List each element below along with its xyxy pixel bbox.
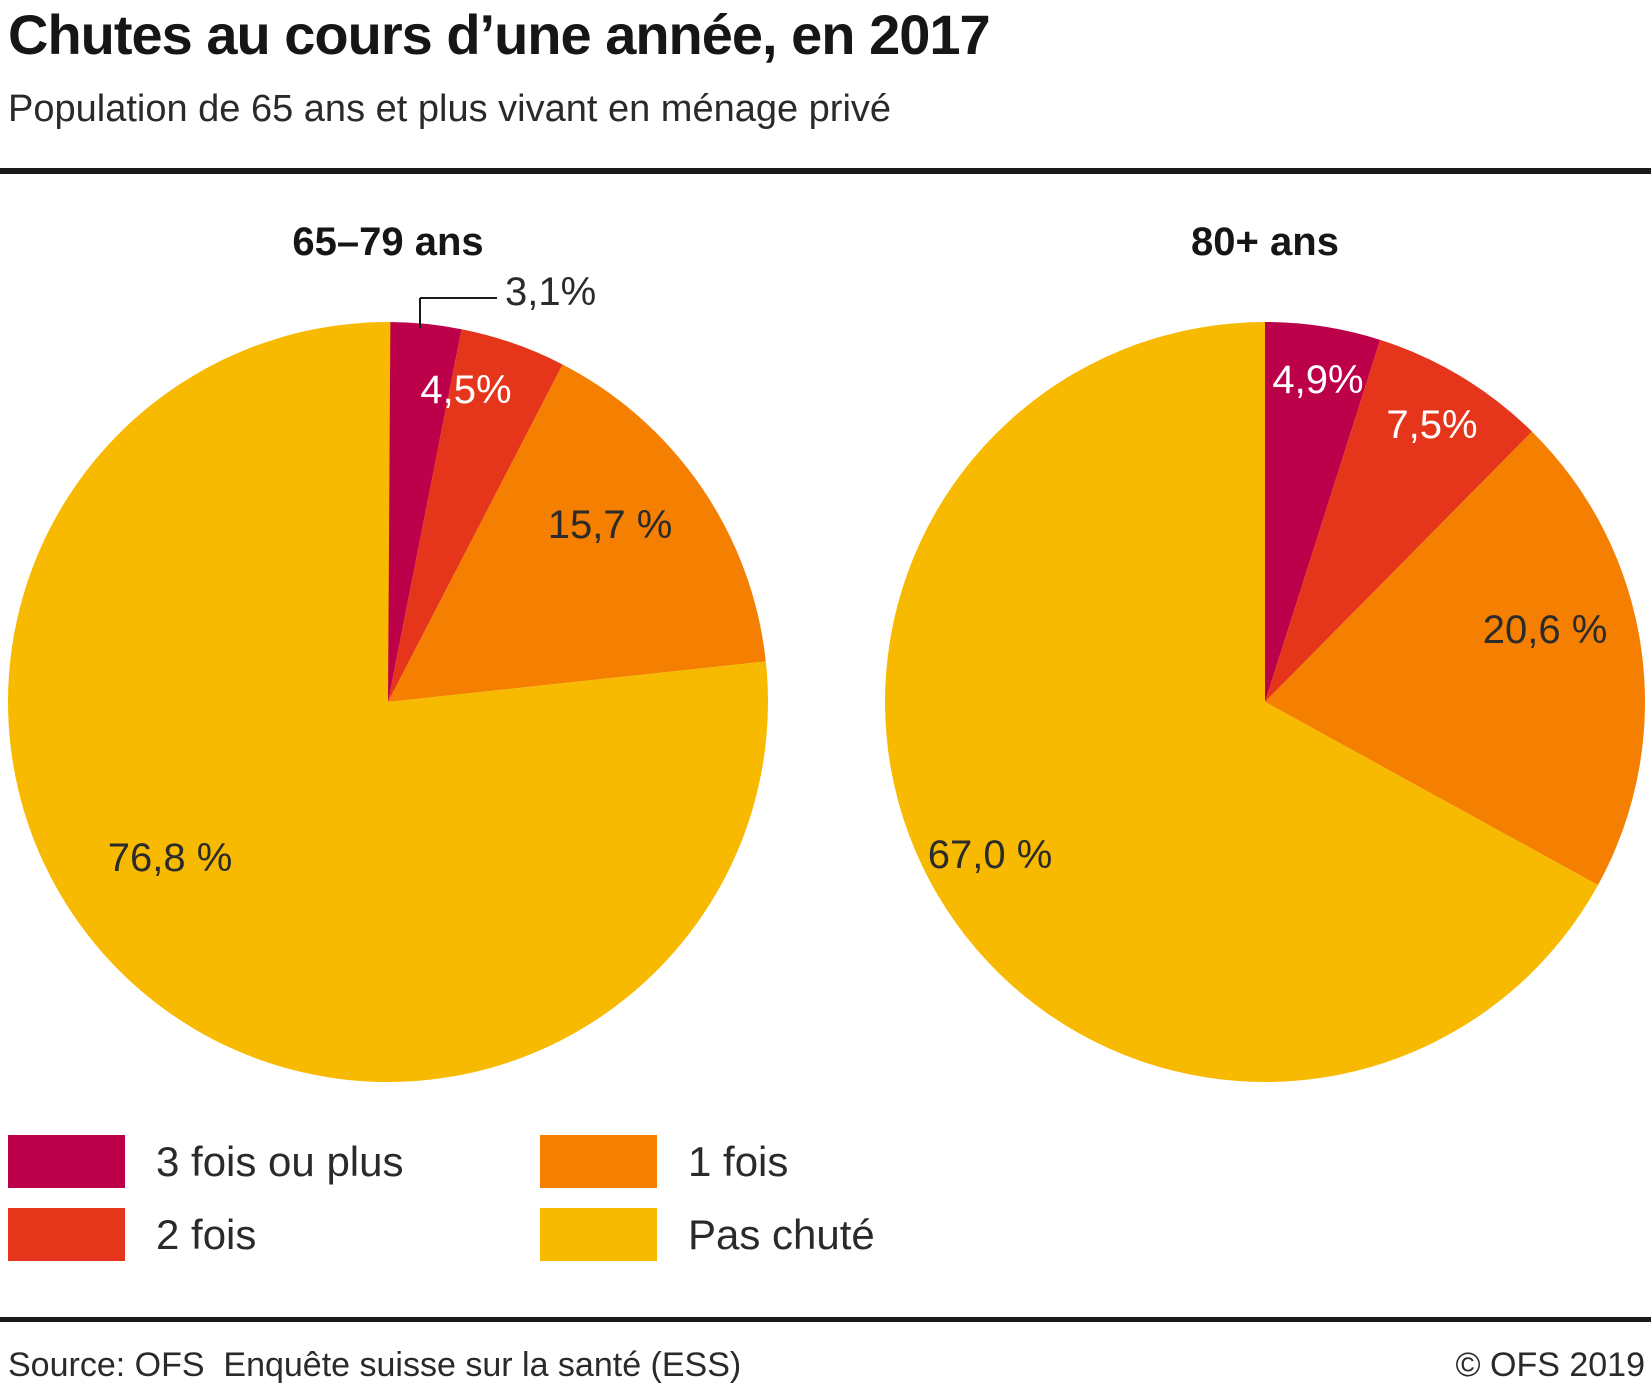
page-subtitle: Population de 65 ans et plus vivant en m… <box>8 88 892 130</box>
legend-swatch-1-fois <box>540 1135 657 1188</box>
legend-label: 1 fois <box>688 1137 789 1185</box>
copyright-note: © OFS 2019 <box>1455 1346 1645 1384</box>
pie-title-65-79: 65–79 ans <box>292 220 484 264</box>
legend-label: 2 fois <box>156 1210 257 1258</box>
header-divider <box>0 168 1651 174</box>
pie-1-slice-0 <box>1265 322 1381 702</box>
pie-1-value-label-2: 20,6 % <box>1483 608 1608 652</box>
legend-swatch-2-fois <box>8 1208 125 1261</box>
page-title: Chutes au cours d’une année, en 2017 <box>8 3 991 66</box>
footer: Source: OFS Enquête suisse sur la santé … <box>8 1346 1645 1385</box>
pie-0-value-label-1: 4,5% <box>420 368 511 412</box>
legend-label: Pas chuté <box>688 1210 875 1258</box>
pie-1-value-label-1: 7,5% <box>1386 403 1477 447</box>
legend-label: 3 fois ou plus <box>156 1137 404 1185</box>
legend-item-3-fois-ou-plus: 3 fois ou plus <box>8 1135 540 1188</box>
pie-0-value-label-2: 15,7 % <box>548 503 673 547</box>
pie-0-slice-2 <box>388 364 766 702</box>
legend-swatch-3-fois-ou-plus <box>8 1135 125 1188</box>
pie-title-80plus: 80+ ans <box>1191 220 1339 264</box>
pie-1-slice-2 <box>1265 431 1646 886</box>
pie-0-slice-3 <box>7 322 768 1083</box>
pie-0-slice-0 <box>388 322 462 702</box>
legend-swatch-pas-chute <box>540 1208 657 1261</box>
pie-1-value-label-0: 4,9% <box>1272 358 1363 402</box>
pie-1-value-label-3: 67,0 % <box>928 833 1053 877</box>
legend-item-pas-chute: Pas chuté <box>540 1208 875 1261</box>
legend-item-2-fois: 2 fois <box>8 1208 540 1261</box>
legend: 3 fois ou plus 2 fois 1 fois Pas chuté <box>8 1135 875 1261</box>
pie-1-slice-1 <box>1265 339 1533 702</box>
pie-1-slice-3 <box>885 322 1598 1082</box>
pie-0-slice-1 <box>388 329 563 702</box>
pie-0-value-label-3: 76,8 % <box>108 836 233 880</box>
legend-item-1-fois: 1 fois <box>540 1135 875 1188</box>
footer-divider <box>0 1317 1651 1322</box>
pie-0-value-label-0: 3,1% <box>505 270 596 314</box>
source-note: Source: OFS Enquête suisse sur la santé … <box>8 1346 742 1384</box>
